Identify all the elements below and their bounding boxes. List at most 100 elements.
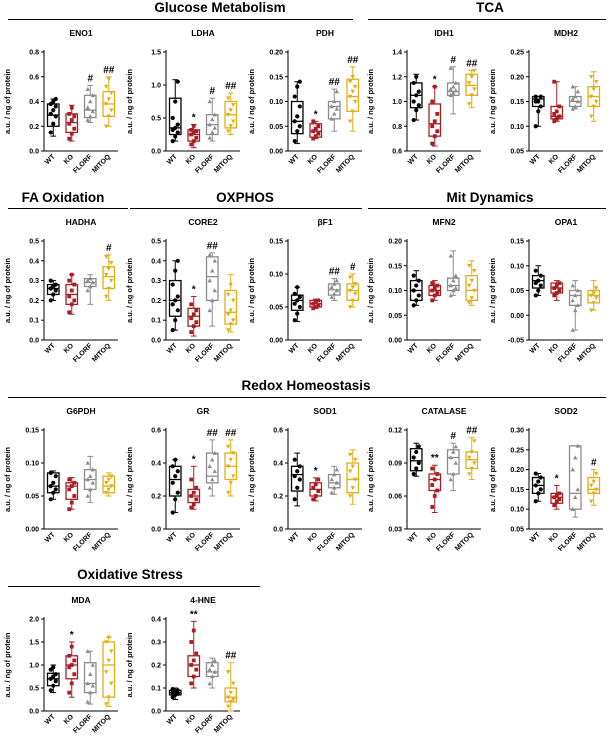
significance-marker: * xyxy=(314,109,318,120)
data-point xyxy=(570,298,575,303)
section-underline-mitdyn xyxy=(368,208,606,209)
significance-marker: * xyxy=(192,454,196,465)
data-point xyxy=(467,472,472,477)
x-tick-label: KO xyxy=(548,153,561,166)
data-point xyxy=(109,260,114,266)
data-point xyxy=(88,99,93,104)
data-point xyxy=(416,444,421,449)
chart-title: βF1 xyxy=(317,217,332,227)
data-point xyxy=(88,690,93,695)
box-iqr xyxy=(205,256,219,302)
box-iqr xyxy=(224,687,238,703)
data-point xyxy=(453,88,458,93)
data-point xyxy=(348,469,353,474)
y-tick-label: 0.0 xyxy=(29,149,39,156)
data-point xyxy=(69,272,74,277)
y-axis-label: a.u. / ng of protein xyxy=(3,447,12,512)
data-point xyxy=(231,318,236,323)
x-tick-label: WT xyxy=(288,531,301,544)
y-tick-label: 0.15 xyxy=(510,239,524,246)
chart-mda: MDA a.u. / ng of protein 0.0 0.5 1.0 1.5 2.0 WT… xyxy=(3,595,118,735)
box-iqr xyxy=(65,655,79,680)
significance-marker: # xyxy=(87,73,93,84)
data-point xyxy=(210,662,215,667)
chart-idh1: IDH1 a.u. / ng of protein 0.6 0.8 1.0 1.2 1.4 W… xyxy=(366,28,481,175)
x-tick-label: KO xyxy=(185,531,198,544)
data-point xyxy=(432,84,437,89)
x-tick-label: MITOQ xyxy=(213,153,234,174)
data-point xyxy=(226,312,231,317)
data-point xyxy=(451,90,456,95)
data-point xyxy=(570,506,575,511)
data-point xyxy=(430,141,435,146)
data-point xyxy=(554,499,559,504)
x-tick-label: WT xyxy=(529,153,542,166)
x-tick-label: MITOQ xyxy=(576,153,597,174)
section-underline-oxstress xyxy=(8,586,260,587)
data-point xyxy=(430,124,435,129)
data-point xyxy=(48,278,53,283)
data-point xyxy=(435,129,440,134)
data-point xyxy=(85,278,90,283)
data-point xyxy=(53,679,58,684)
x-tick-label: FLORF xyxy=(316,531,338,553)
data-point xyxy=(226,328,231,333)
data-point xyxy=(297,304,302,310)
box-iqr xyxy=(290,294,304,311)
section-title-oxphos: OXPHOS xyxy=(216,190,274,205)
data-point xyxy=(53,114,58,119)
data-point xyxy=(109,474,114,479)
section-title-glucose: Glucose Metabolism xyxy=(154,0,286,15)
y-tick-label: 0.15 xyxy=(510,99,524,106)
x-tick-label: FLORF xyxy=(72,713,94,735)
data-point xyxy=(570,283,575,288)
data-point xyxy=(109,484,114,489)
data-point xyxy=(189,640,194,644)
data-point xyxy=(67,487,72,492)
data-point xyxy=(194,667,199,672)
data-point xyxy=(594,99,599,104)
data-point xyxy=(226,670,231,675)
data-point xyxy=(67,690,72,695)
x-tick-label: MITOQ xyxy=(91,153,112,174)
data-point xyxy=(189,505,194,510)
data-point xyxy=(448,283,453,288)
data-point xyxy=(85,681,90,686)
data-point xyxy=(451,84,456,89)
data-point xyxy=(311,301,316,306)
y-tick-label: 0.20 xyxy=(388,239,402,246)
data-point xyxy=(536,109,541,114)
data-point xyxy=(109,91,114,96)
data-point xyxy=(67,665,72,670)
data-point xyxy=(212,258,217,263)
y-tick-label: 0.6 xyxy=(273,428,283,435)
data-point xyxy=(170,282,175,287)
data-point xyxy=(467,301,472,306)
y-tick-label: 0.20 xyxy=(269,50,283,57)
data-point xyxy=(72,126,77,131)
data-point xyxy=(472,68,477,73)
data-point xyxy=(467,455,472,460)
significance-marker: ## xyxy=(466,59,478,70)
x-tick-label: FLORF xyxy=(72,342,94,364)
data-point xyxy=(207,667,212,672)
data-point xyxy=(575,487,580,492)
y-axis-label: a.u. / ng of protein xyxy=(125,258,134,323)
data-point xyxy=(329,477,334,482)
data-point xyxy=(175,130,180,135)
data-point xyxy=(228,700,233,705)
data-point xyxy=(207,278,212,283)
data-point xyxy=(313,134,318,139)
data-point xyxy=(536,99,541,104)
x-tick-label: KO xyxy=(426,342,439,355)
data-point xyxy=(207,681,212,686)
data-point xyxy=(104,702,109,707)
data-point xyxy=(313,494,318,498)
data-point xyxy=(106,658,111,663)
significance-marker: # xyxy=(350,262,356,273)
data-point xyxy=(554,493,559,498)
data-point xyxy=(329,116,334,121)
y-axis-label: a.u. / ng of protein xyxy=(488,447,497,512)
data-point xyxy=(292,301,297,306)
y-tick-label: 2.0 xyxy=(29,617,39,624)
